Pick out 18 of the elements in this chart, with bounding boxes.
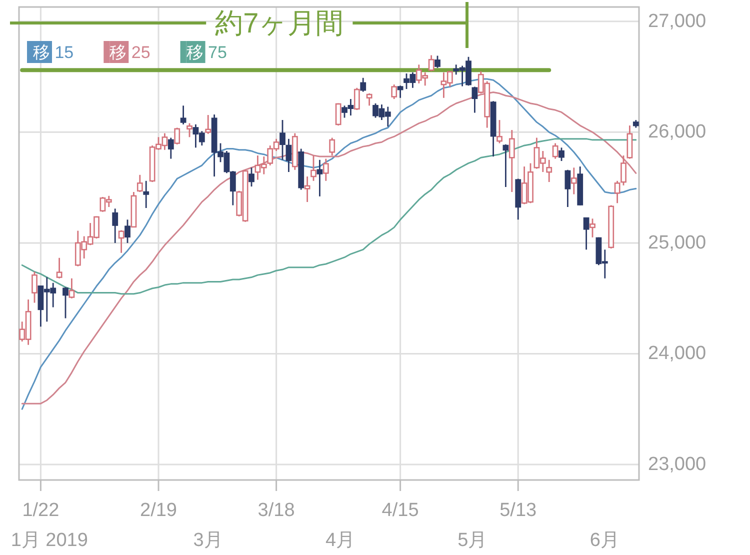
x-tick-label: 3/18 bbox=[258, 500, 295, 521]
y-tick-label: 26,000 bbox=[648, 122, 706, 143]
x-tick-label: 1/22 bbox=[22, 500, 60, 521]
x2-tick-label: 5月 bbox=[458, 530, 488, 551]
legend-label: 移 25 bbox=[110, 42, 150, 62]
x-tick-label: 2/19 bbox=[140, 500, 177, 521]
x2-tick-label: 6月 bbox=[590, 530, 620, 551]
x2-tick-label: 4月 bbox=[325, 530, 356, 551]
y-tick-label: 24,000 bbox=[648, 343, 706, 364]
x2-tick-label: 1月 2019 bbox=[10, 530, 88, 551]
y-tick-label: 27,000 bbox=[648, 10, 706, 32]
legend-label: 移 75 bbox=[186, 42, 227, 62]
legend-label: 移 15 bbox=[33, 42, 74, 62]
x-tick-label: 4/15 bbox=[382, 500, 419, 521]
y-tick-label: 25,000 bbox=[648, 232, 706, 254]
y-tick-label: 23,000 bbox=[648, 454, 706, 475]
x-tick-label: 5/13 bbox=[500, 500, 537, 521]
x2-tick-label: 3月 bbox=[193, 530, 223, 551]
